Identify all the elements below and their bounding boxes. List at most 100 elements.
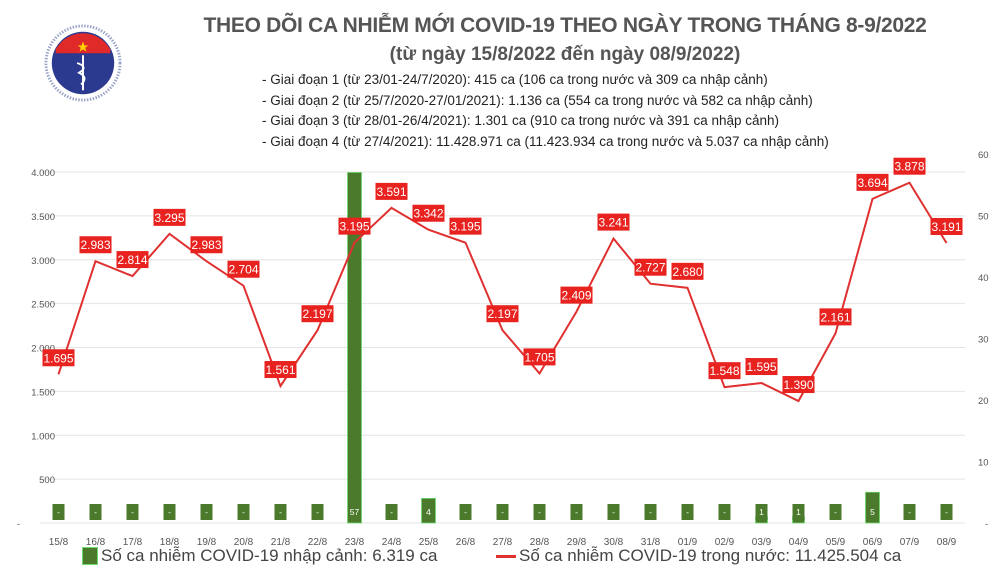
line-data-label: 2.409 — [561, 289, 591, 303]
x-tick-label: 29/8 — [567, 537, 587, 545]
line-data-label: 3.295 — [154, 211, 184, 225]
bar-label-box — [755, 504, 768, 520]
x-tick-label: 07/9 — [900, 537, 920, 545]
line-label-box — [634, 258, 667, 276]
bar-label-box — [718, 504, 731, 520]
note-line: - Giai đoạn 4 (từ 27/4/2021): 11.428.971… — [262, 133, 829, 149]
left-tick-label: 2.500 — [31, 300, 55, 311]
x-tick-label: 22/8 — [308, 537, 328, 545]
line-label-box — [671, 262, 704, 280]
bar-data-label: - — [575, 507, 578, 517]
bar-data-label: 5 — [870, 507, 875, 517]
left-tick-label: 4.000 — [31, 168, 55, 179]
right-tick-label: 40 — [978, 273, 989, 284]
legend-item-domestic: Số ca nhiễm COVID-19 trong nước: 11.425.… — [496, 546, 901, 566]
line-data-label: 3.878 — [894, 160, 924, 174]
bar-label-box — [237, 504, 250, 520]
bar-label-box — [681, 504, 694, 520]
bar-data-label: - — [686, 507, 689, 517]
line-data-label: 1.390 — [783, 378, 813, 392]
right-tick-label: - — [985, 519, 988, 530]
bar-data-label: - — [908, 507, 911, 517]
line-data-label: 2.197 — [487, 307, 517, 321]
bar-data-label: - — [242, 507, 245, 517]
line-label-box — [338, 217, 371, 235]
bar-label-box — [311, 504, 324, 520]
line-data-label: 3.191 — [931, 220, 961, 234]
x-tick-label: 17/8 — [123, 537, 143, 545]
line-label-box — [153, 208, 186, 226]
line-data-label: 1.548 — [709, 364, 739, 378]
line-data-label: 1.595 — [746, 360, 776, 374]
legend-label: Số ca nhiễm COVID-19 nhập cảnh: 6.319 ca — [101, 546, 438, 565]
x-tick-label: 18/8 — [160, 537, 180, 545]
x-tick-label: 08/9 — [937, 537, 957, 545]
bar-label-box — [459, 504, 472, 520]
bar-swatch-icon — [82, 547, 98, 565]
bar-label-box — [422, 504, 435, 520]
bar-label-box — [163, 504, 176, 520]
bar — [347, 172, 362, 524]
line-label-box — [264, 361, 297, 379]
note-line: - Giai đoạn 3 (từ 28/01-26/4/2021): 1.30… — [262, 113, 780, 128]
bar-label-box — [126, 504, 139, 520]
bar-label-box — [496, 504, 509, 520]
x-tick-label: 03/9 — [752, 537, 772, 545]
bar-data-label: - — [945, 507, 948, 517]
bar-label-box — [829, 504, 842, 520]
bar-label-box — [570, 504, 583, 520]
x-tick-label: 24/8 — [382, 537, 402, 545]
line-label-box — [449, 217, 482, 235]
x-tick-label: 01/9 — [678, 537, 698, 545]
left-tick-label: 2.000 — [31, 344, 55, 355]
line-data-label: 2.983 — [80, 238, 110, 252]
ministry-of-health-logo — [44, 24, 122, 102]
line-label-box — [560, 286, 593, 304]
x-tick-label: 21/8 — [271, 537, 291, 545]
bar-label-box — [533, 504, 546, 520]
bar-data-label: - — [390, 507, 393, 517]
left-tick-label: 3.500 — [31, 212, 55, 223]
bar-label-box — [866, 504, 879, 520]
bar-data-label: - — [94, 507, 97, 517]
x-tick-label: 05/9 — [826, 537, 846, 545]
bar-label-box — [903, 504, 916, 520]
bar-data-label: 57 — [350, 507, 360, 517]
bar-data-label: - — [501, 507, 504, 517]
bar-data-label: - — [538, 507, 541, 517]
x-tick-label: 30/8 — [604, 537, 624, 545]
right-tick-label: 30 — [978, 335, 989, 346]
legend-item-imported: Số ca nhiễm COVID-19 nhập cảnh: 6.319 ca — [82, 546, 437, 566]
line-label-box — [227, 260, 260, 278]
bar-label-box — [607, 504, 620, 520]
bar-label-box — [89, 504, 102, 520]
x-tick-label: 19/8 — [197, 537, 217, 545]
line-label-box — [301, 305, 334, 323]
line-label-box — [190, 236, 223, 254]
x-tick-label: 31/8 — [641, 537, 661, 545]
bar-data-label: 1 — [796, 507, 801, 517]
line-label-box — [42, 349, 75, 367]
line-data-label: 1.695 — [43, 351, 73, 365]
bar-label-box — [348, 504, 361, 520]
line-label-box — [486, 305, 519, 323]
legend-label: Số ca nhiễm COVID-19 trong nước: 11.425.… — [519, 546, 902, 565]
line-data-label: 3.241 — [598, 216, 628, 230]
right-tick-label: 20 — [978, 396, 989, 407]
line-data-label: 1.561 — [265, 363, 295, 377]
x-tick-label: 26/8 — [456, 537, 476, 545]
line-label-box — [782, 376, 815, 394]
line-data-label: 2.727 — [635, 261, 665, 275]
left-tick-label: 1.500 — [31, 387, 55, 398]
bar-data-label: - — [57, 507, 60, 517]
line-label-box — [79, 236, 112, 254]
line-data-label: 2.704 — [228, 263, 258, 277]
bar-data-label: - — [612, 507, 615, 517]
line-label-box — [523, 348, 556, 366]
left-tick-label: 3.000 — [31, 256, 55, 267]
line-data-label: 2.814 — [117, 253, 147, 267]
line-label-box — [745, 358, 778, 376]
bar-label-box — [792, 504, 805, 520]
line-data-label: 3.195 — [339, 220, 369, 234]
line-data-label: 2.197 — [302, 307, 332, 321]
